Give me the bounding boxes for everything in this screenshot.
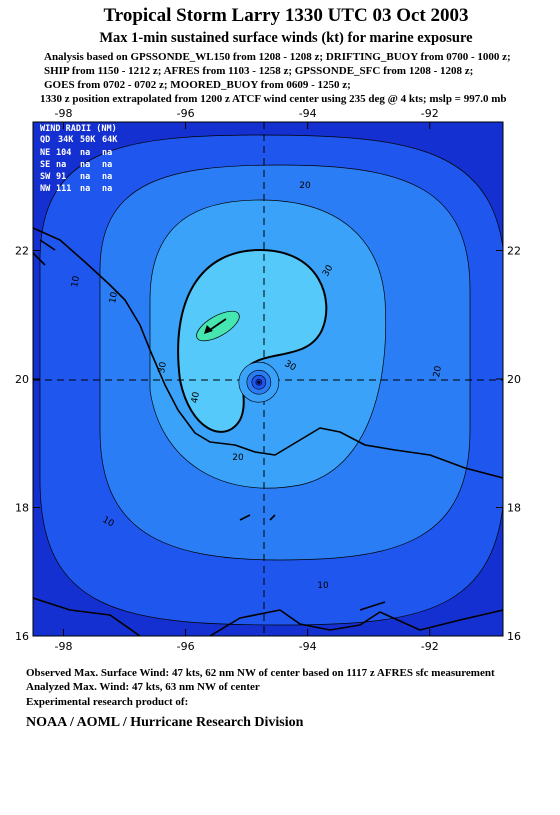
radii-cell: na xyxy=(102,172,112,182)
coastline xyxy=(33,227,503,479)
radii-cell: na xyxy=(80,172,90,182)
coastline xyxy=(33,597,503,636)
y-tick-label: 18 xyxy=(507,502,521,515)
contour-label: 20 xyxy=(432,365,444,378)
x-tick-label: -92 xyxy=(421,107,439,120)
info-line: SHIP from 1150 - 1212 z; AFRES from 1103… xyxy=(44,65,473,77)
title: Tropical Storm Larry 1330 UTC 03 Oct 200… xyxy=(103,5,468,26)
footer-line: Analyzed Max. Wind: 47 kts, 63 nm NW of … xyxy=(26,681,260,693)
contour-label: 20 xyxy=(232,453,244,463)
radii-cell: na xyxy=(102,184,112,194)
radii-cell: NW xyxy=(40,184,51,194)
x-tick-label: -96 xyxy=(177,107,195,120)
y-tick-label: 22 xyxy=(507,245,521,258)
x-tick-label: -96 xyxy=(177,640,195,653)
x-tick-label: -98 xyxy=(55,107,73,120)
contour-label: 30 xyxy=(157,361,169,374)
footer-org: NOAA / AOML / Hurricane Research Divisio… xyxy=(26,715,304,730)
x-tick-label: -94 xyxy=(299,107,317,120)
radii-cell: na xyxy=(80,184,90,194)
radii-cell: SW xyxy=(40,172,51,182)
y-tick-label: 16 xyxy=(507,630,521,643)
info-line: GOES from 0702 - 0702 z; MOORED_BUOY fro… xyxy=(44,79,351,91)
footer-line: Experimental research product of: xyxy=(26,696,188,708)
info-line: Analysis based on GPSSONDE_WL150 from 12… xyxy=(44,51,511,63)
radii-cell: na xyxy=(102,160,112,170)
radii-cell: NE xyxy=(40,148,50,158)
y-tick-label: 20 xyxy=(507,373,521,386)
y-tick-label: 20 xyxy=(15,373,29,386)
radii-cell: 91 xyxy=(56,172,66,182)
contour-label: 20 xyxy=(299,181,311,191)
x-tick-label: -92 xyxy=(421,640,439,653)
contour-band xyxy=(177,248,328,433)
contour-label: 10 xyxy=(317,581,329,591)
y-tick-label: 22 xyxy=(15,245,29,258)
island xyxy=(33,239,386,611)
contour-label: 10 xyxy=(70,275,82,288)
radii-cell: SE xyxy=(40,160,50,170)
radii-title: WIND RADII (NM) xyxy=(40,124,117,134)
radii-cell: na xyxy=(56,160,66,170)
radii-cell: 104 xyxy=(56,148,71,158)
radii-header: 64K xyxy=(102,135,118,145)
coastline xyxy=(239,514,276,521)
max-wind-area xyxy=(196,310,240,342)
y-tick-label: 16 xyxy=(15,630,29,643)
storm-center xyxy=(257,380,261,384)
max-wind-arrowhead xyxy=(203,325,213,335)
footer-line: Observed Max. Surface Wind: 47 kts, 62 n… xyxy=(26,667,495,679)
x-tick-label: -98 xyxy=(55,640,73,653)
contour-label: 40 xyxy=(190,391,202,404)
info-line: 1330 z position extrapolated from 1200 z… xyxy=(40,93,507,105)
radii-cell: na xyxy=(80,160,90,170)
radii-cell: na xyxy=(80,148,90,158)
contour-label: 10 xyxy=(108,291,120,304)
radii-cell: 111 xyxy=(56,184,71,194)
radii-header: QD xyxy=(40,135,50,145)
radii-cell: na xyxy=(102,148,112,158)
y-tick-label: 18 xyxy=(15,502,29,515)
radii-header: 34K xyxy=(58,135,74,145)
radii-header: 50K xyxy=(80,135,96,145)
subtitle: Max 1-min sustained surface winds (kt) f… xyxy=(99,30,473,46)
x-tick-label: -94 xyxy=(299,640,317,653)
